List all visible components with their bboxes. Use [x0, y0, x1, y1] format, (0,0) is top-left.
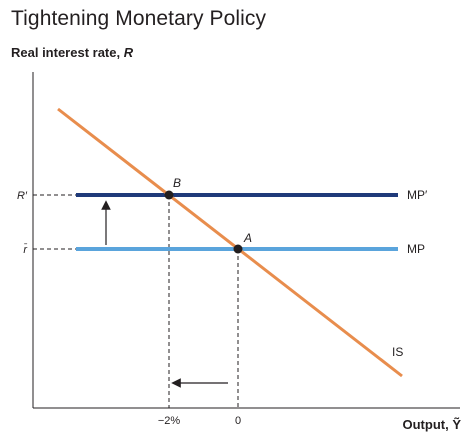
y-tick-r-bar: r̄: [23, 243, 28, 256]
point-b-label: B: [173, 176, 181, 190]
y-axis-label: Real interest rate, R: [11, 45, 133, 60]
figure-title: Tightening Monetary Policy: [11, 7, 267, 30]
y-axis-label-text: Real interest rate,: [11, 45, 124, 60]
x-tick-minus-2-percent: −2%: [158, 415, 181, 427]
x-axis-label: Output, Ỹ: [403, 417, 462, 432]
mp-label: MP: [407, 242, 425, 256]
is-label: IS: [392, 345, 403, 359]
mp-prime-label: MP′: [407, 188, 428, 202]
point-b-marker: [164, 190, 174, 200]
point-a-label: A: [243, 231, 252, 245]
y-axis-label-variable: R: [123, 45, 134, 60]
point-a-marker: [233, 244, 243, 254]
is-curve: [57, 107, 403, 378]
x-tick-zero: 0: [235, 415, 241, 427]
y-tick-r-prime: R′: [17, 190, 28, 202]
